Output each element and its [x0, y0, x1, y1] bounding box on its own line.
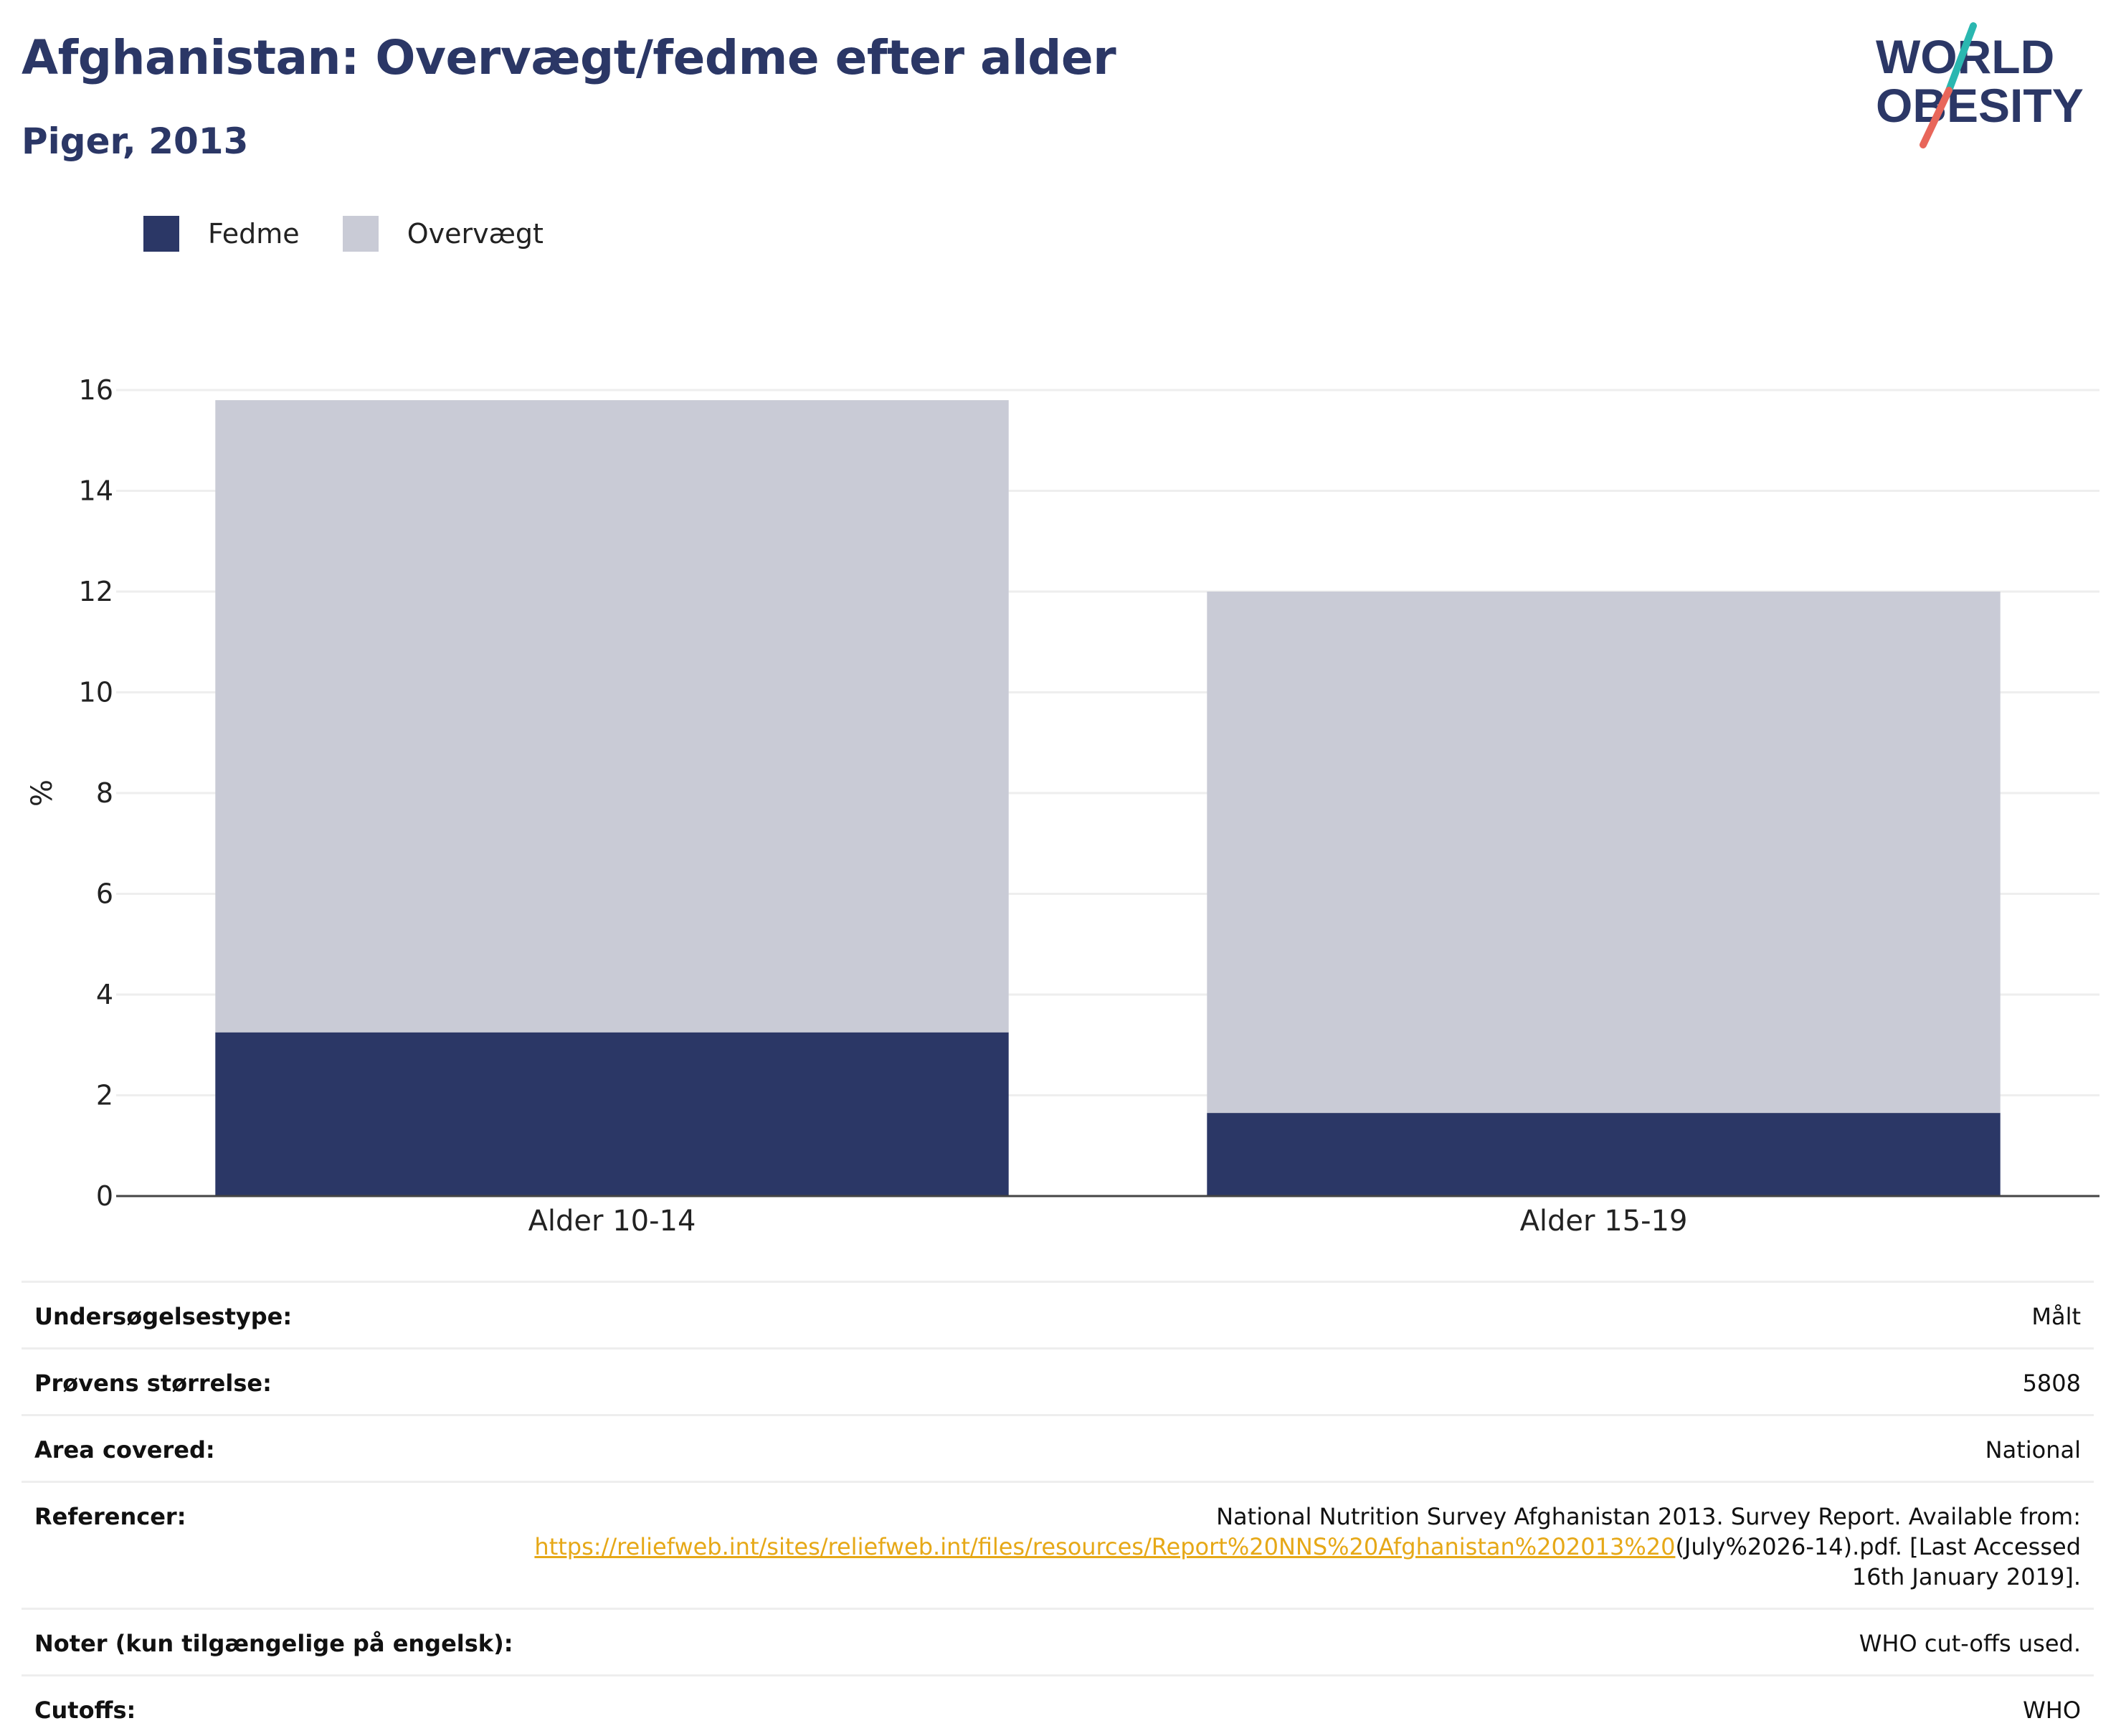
legend-item-overvaegt[interactable]: Overvægt — [342, 216, 544, 252]
references-value: National Nutrition Survey Afghanistan 20… — [503, 1502, 2081, 1592]
x-tick-label: Alder 15-19 — [1520, 1205, 1688, 1238]
y-tick-label: 8 — [96, 777, 113, 809]
x-tick-label: Alder 10-14 — [528, 1205, 696, 1238]
bar-overv-gt-2 — [1207, 592, 2001, 1114]
y-tick-label: 12 — [79, 576, 113, 607]
info-row-survey-type: Undersøgelsestype: Målt — [22, 1283, 2094, 1350]
info-label: Referencer: — [34, 1503, 186, 1530]
info-label: Area covered: — [34, 1436, 215, 1464]
legend-label-overvaegt: Overvægt — [407, 218, 544, 250]
references-text-after: (July%2026-14).pdf. [Last Accessed 16th … — [1675, 1533, 2081, 1590]
references-text: National Nutrition Survey Afghanistan 20… — [1216, 1503, 2081, 1530]
y-tick-label: 2 — [96, 1080, 113, 1111]
legend-label-fedme: Fedme — [208, 218, 300, 250]
reference-link[interactable]: https://reliefweb.int/sites/reliefweb.in… — [534, 1533, 1676, 1560]
info-value: National — [1985, 1436, 2081, 1464]
y-tick-label: 10 — [79, 677, 113, 708]
y-tick-label: 4 — [96, 979, 113, 1010]
logo-slash-bottom — [1920, 87, 1952, 148]
info-row-cutoffs: Cutoffs: WHO — [22, 1676, 2094, 1736]
y-tick-label: 16 — [79, 374, 113, 406]
info-table: Undersøgelsestype: Målt Prøvens størrels… — [22, 1281, 2094, 1736]
legend-item-fedme[interactable]: Fedme — [143, 216, 300, 252]
legend-swatch-fedme — [143, 216, 179, 252]
info-value: Målt — [2031, 1303, 2081, 1330]
info-row-notes: Noter (kun tilgængelige på engelsk): WHO… — [22, 1610, 2094, 1676]
bar-fedme-1 — [215, 1032, 1009, 1196]
y-tick-label: 6 — [96, 878, 113, 910]
bar-chart: 0 2 4 6 8 10 12 14 16% Alder 10-14 Alder 15-19 — [26, 374, 2099, 1238]
y-tick-label: 0 — [96, 1180, 113, 1212]
y-axis-label: % — [26, 779, 59, 807]
info-value: 5808 — [2022, 1370, 2081, 1397]
bar-overv-gt-1 — [215, 400, 1009, 1033]
chart-title: Afghanistan: Overvægt/fedme efter alder — [22, 30, 1116, 85]
chart-subtitle: Piger, 2013 — [22, 120, 249, 162]
y-tick-label: 14 — [79, 475, 113, 507]
info-label: Prøvens størrelse: — [34, 1370, 272, 1397]
info-label: Noter (kun tilgængelige på engelsk): — [34, 1630, 513, 1657]
bar-fedme-2 — [1207, 1113, 2001, 1196]
info-label: Cutoffs: — [34, 1697, 136, 1724]
info-row-area-covered: Area covered: National — [22, 1416, 2094, 1483]
chart-legend: Fedme Overvægt — [143, 212, 587, 255]
info-row-references: Referencer: National Nutrition Survey Af… — [22, 1483, 2094, 1610]
info-value: WHO cut-offs used. — [1859, 1630, 2081, 1657]
info-label: Undersøgelsestype: — [34, 1303, 293, 1330]
legend-swatch-overvaegt — [342, 216, 379, 252]
info-value: WHO — [2023, 1697, 2081, 1724]
world-obesity-logo: WORLD OBESITY — [1876, 22, 2084, 148]
logo-slash-top — [1945, 22, 1977, 94]
info-row-sample-size: Prøvens størrelse: 5808 — [22, 1350, 2094, 1416]
logo-text-line2: OBESITY — [1876, 79, 2084, 132]
